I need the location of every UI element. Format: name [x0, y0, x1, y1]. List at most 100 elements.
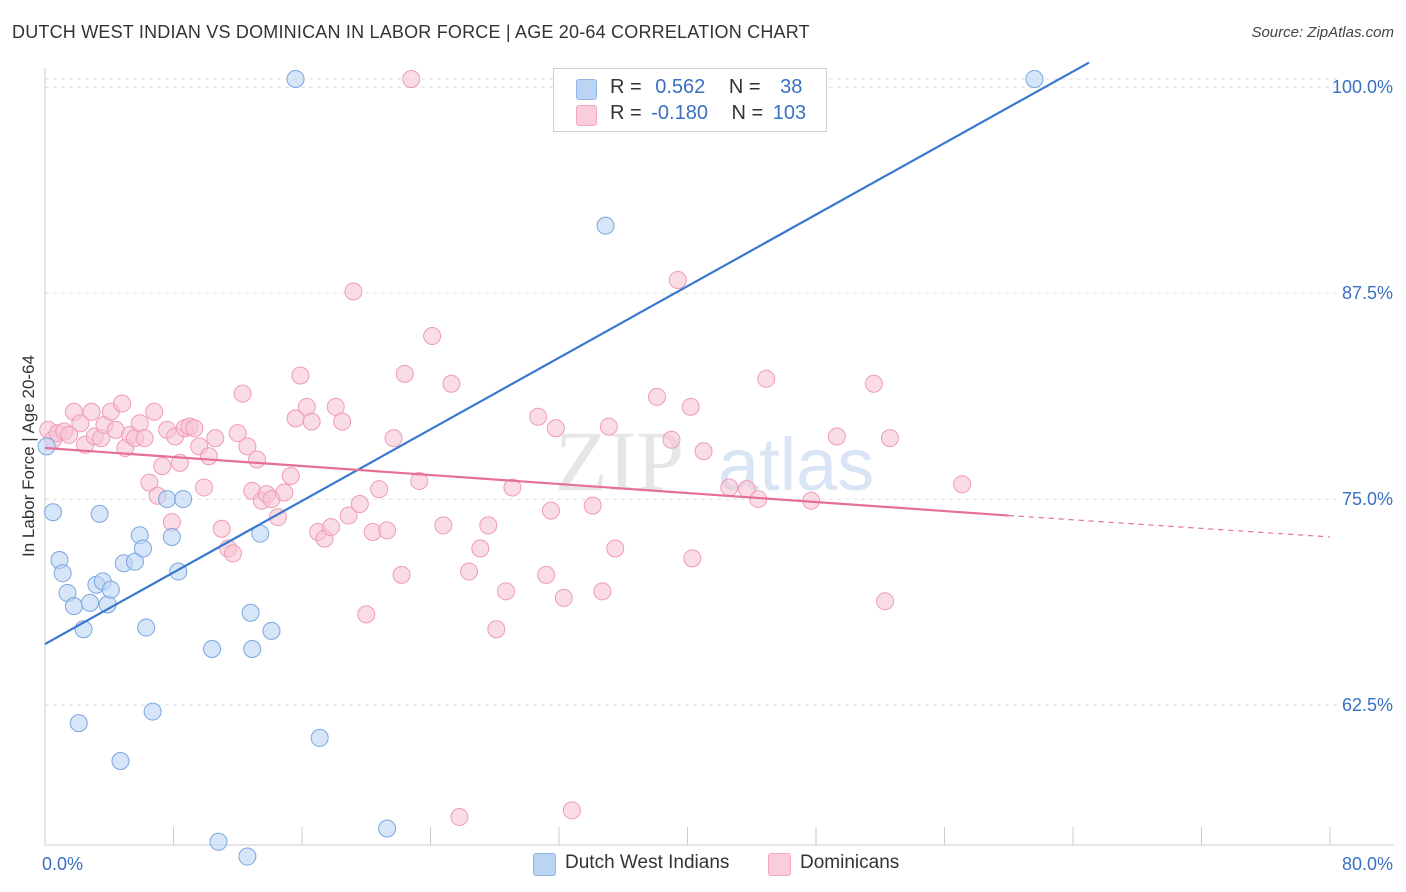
dominican-point — [145, 402, 164, 421]
dominican-trend-extension — [1008, 514, 1331, 538]
dominican-point — [135, 429, 154, 448]
trend-lines — [44, 61, 1331, 645]
dominican-point — [442, 374, 461, 393]
dominican-point — [199, 447, 218, 466]
dominican-point — [153, 457, 172, 476]
dominican-point — [434, 516, 453, 535]
x-tick-label: 0.0% — [42, 854, 83, 874]
dominican-point — [384, 429, 403, 448]
x-tick-label: 80.0% — [1342, 854, 1393, 874]
n-value: 103 — [772, 102, 807, 124]
y-tick-label: 75.0% — [1342, 489, 1393, 509]
dutch-west-indian-point — [596, 216, 615, 235]
dutch-west-indian-point — [162, 527, 181, 546]
dutch-west-indian-point — [286, 70, 305, 88]
dominican-point — [583, 496, 602, 515]
dominican-point — [402, 70, 421, 88]
dominican-point — [212, 519, 231, 538]
r-value: -0.180 — [651, 102, 708, 124]
dominican-point — [694, 442, 713, 461]
dutch-west-indian-point — [98, 595, 117, 614]
dutch-west-indian-point — [203, 639, 222, 658]
dominican-point — [503, 478, 522, 497]
correlation-legend: R = 0.562 N = 38 R = -0.180 N = 103 — [553, 68, 827, 132]
dominican-point — [541, 501, 560, 520]
dutch-west-indian-point — [101, 580, 120, 599]
dominican-point — [529, 407, 548, 426]
dominican-point — [593, 582, 612, 601]
dutch-west-indian-point — [143, 702, 162, 721]
dutch-west-indian-point — [262, 621, 281, 640]
n-label: N = — [731, 102, 764, 124]
dominican-point — [206, 429, 225, 448]
dominican-point — [195, 478, 214, 497]
dutch-west-indian-point — [310, 728, 329, 747]
tick-labels: 62.5% 75.0% 87.5% 100.0% 0.0% 80.0% — [42, 77, 1393, 874]
dominican-point — [339, 506, 358, 525]
dominican-point — [281, 467, 300, 486]
dominican-point — [185, 419, 204, 438]
dominican-point — [233, 384, 252, 403]
legend-label: Dutch West Indians — [565, 852, 730, 873]
dutch-west-indian-point — [238, 847, 257, 866]
dutch-west-indian-point — [44, 503, 63, 522]
dutch-west-indian-point — [53, 564, 72, 583]
watermark-zip: ZIP — [555, 413, 684, 509]
dominican-trend-line — [44, 446, 1009, 517]
chart-source: Source: ZipAtlas.com — [1251, 24, 1394, 41]
dominican-point — [423, 326, 442, 345]
dominican-point — [683, 549, 702, 568]
dominican-point — [82, 402, 101, 421]
dominican-point — [113, 394, 132, 413]
y-axis-label: In Labor Force | Age 20-64 — [19, 355, 38, 557]
dominican-point — [71, 414, 90, 433]
dominican-point — [238, 437, 257, 456]
legend-swatch-pink — [576, 105, 597, 126]
dominican-point — [668, 270, 687, 289]
dominican-point — [60, 425, 79, 444]
r-label: R = — [610, 76, 642, 98]
dominican-point — [662, 430, 681, 449]
dominican-point — [302, 412, 321, 431]
dominican-point — [479, 516, 498, 535]
legend-swatch-pink — [768, 853, 791, 876]
dominican-point — [496, 582, 515, 601]
dutch-west-indian-point — [243, 639, 262, 658]
y-tick-label: 100.0% — [1332, 77, 1393, 97]
chart-title: DUTCH WEST INDIAN VS DOMINICAN IN LABOR … — [12, 22, 810, 42]
dutch-west-indian-point — [37, 437, 56, 456]
dominican-point — [248, 450, 267, 469]
dutch-west-indian-point — [125, 552, 144, 571]
dominican-point — [537, 565, 556, 584]
dominican-point — [599, 417, 618, 436]
dominican-point — [681, 397, 700, 416]
dominican-point — [460, 562, 479, 581]
dominican-point — [827, 427, 846, 446]
dominican-point — [333, 412, 352, 431]
dominican-point — [321, 518, 340, 537]
dutch-west-indian-point — [111, 751, 130, 770]
dominican-point — [864, 374, 883, 393]
dutch-west-indian-point — [378, 819, 397, 838]
dominican-point — [140, 473, 159, 492]
dominican-point — [546, 419, 565, 438]
dutch-west-indian-point — [90, 504, 109, 523]
dominican-point — [410, 471, 429, 490]
dominican-point — [880, 429, 899, 448]
n-value: 38 — [780, 76, 803, 98]
dominican-point — [471, 539, 490, 558]
dominican-point — [757, 369, 776, 388]
dutch-west-indian-point — [64, 597, 83, 616]
dominican-point — [876, 592, 895, 611]
dutch-west-indian-point — [158, 490, 177, 509]
data-points — [37, 70, 1044, 866]
r-value: 0.562 — [655, 76, 706, 98]
dominican-point — [370, 480, 389, 499]
dominican-point — [953, 475, 972, 494]
dutch-west-indian-point — [137, 618, 156, 637]
dutch-west-indian-point — [1025, 70, 1044, 88]
legend-swatch-blue — [533, 853, 556, 876]
r-label: R = — [610, 102, 642, 124]
dominican-point — [344, 282, 363, 301]
